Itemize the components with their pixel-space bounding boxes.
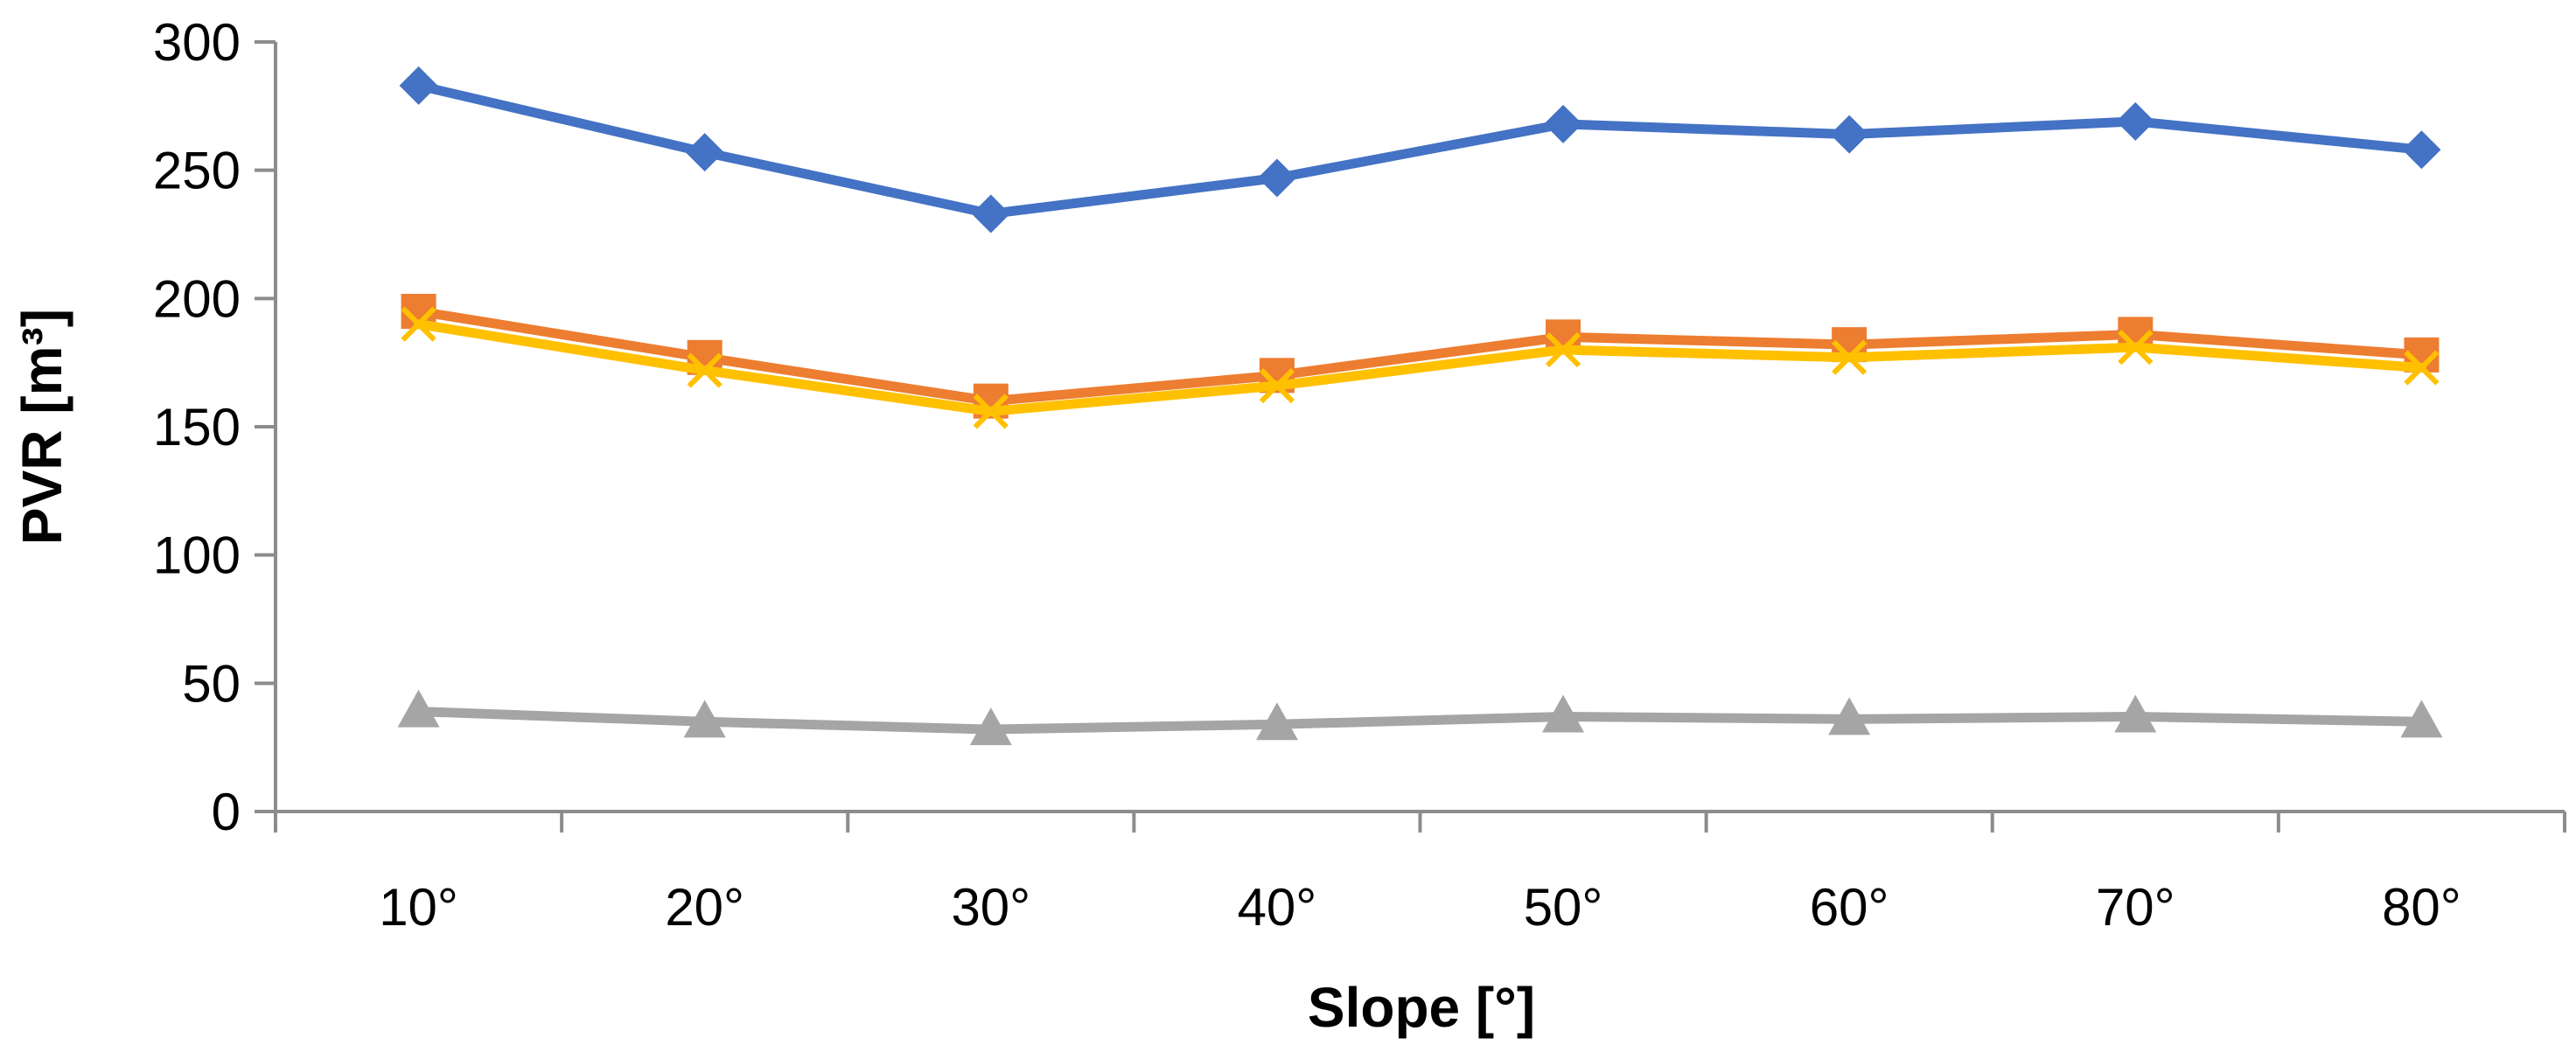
x-tick-label: 20° [665,878,744,937]
x-tick-label: 30° [951,878,1030,937]
x-tick-label: 60° [1810,878,1889,937]
x-tick-label: 50° [1524,878,1603,937]
data-point-x [2404,350,2440,386]
series-line [414,80,2426,219]
y-ticks: 0 50 100 150 200 250 300 [153,13,276,841]
data-point-x [1545,331,1581,368]
y-tick-label: 250 [153,142,241,200]
data-point-diamond [685,133,724,172]
data-point-diamond [2116,101,2155,141]
x-tick-label: 40° [1238,878,1317,937]
x-tick-label: 70° [2096,878,2175,937]
data-point-triangle [1542,694,1585,733]
data-point-triangle [683,700,726,738]
data-point-triangle [1828,697,1871,735]
y-tick-label: 0 [212,783,241,841]
series-line [414,306,2426,407]
series-gray-triangle [397,689,2443,746]
data-point-triangle [2114,694,2157,733]
series-layer [397,66,2443,746]
data-point-x [973,394,1009,429]
series-blue-diamond [399,66,2441,233]
data-point-x [401,306,436,342]
data-point-x [687,352,723,388]
y-tick-label: 150 [153,398,241,456]
x-axis-title: Slope [°] [1308,976,1535,1039]
y-tick-label: 50 [182,654,241,713]
data-point-x [1259,367,1295,404]
x-tick-label: 10° [379,878,458,937]
y-tick-label: 300 [153,13,241,72]
series-yellow-x [401,306,2440,429]
x-ticks: 10° 20° 30° 40° 50° 60° 70° 80° [274,812,2566,937]
x-tick-label: 80° [2382,878,2461,937]
y-axis-title: PVR [m³] [10,309,73,545]
series-line [414,319,2426,416]
data-point-x [2118,329,2154,366]
y-tick-label: 200 [153,269,241,328]
data-point-triangle [969,707,1012,746]
y-tick-label: 100 [153,526,241,585]
data-point-diamond [1830,115,1869,154]
data-point-triangle [2400,700,2443,738]
series-orange-square [401,294,2440,419]
data-point-diamond [1257,158,1296,198]
axes [274,42,2565,813]
data-point-diamond [399,66,438,105]
data-point-diamond [971,194,1010,233]
data-point-triangle [397,689,440,728]
data-point-triangle [1255,702,1298,741]
series-line [414,707,2426,735]
data-point-x [1832,339,1867,375]
data-point-diamond [2402,130,2441,170]
data-point-diamond [1544,104,1583,143]
